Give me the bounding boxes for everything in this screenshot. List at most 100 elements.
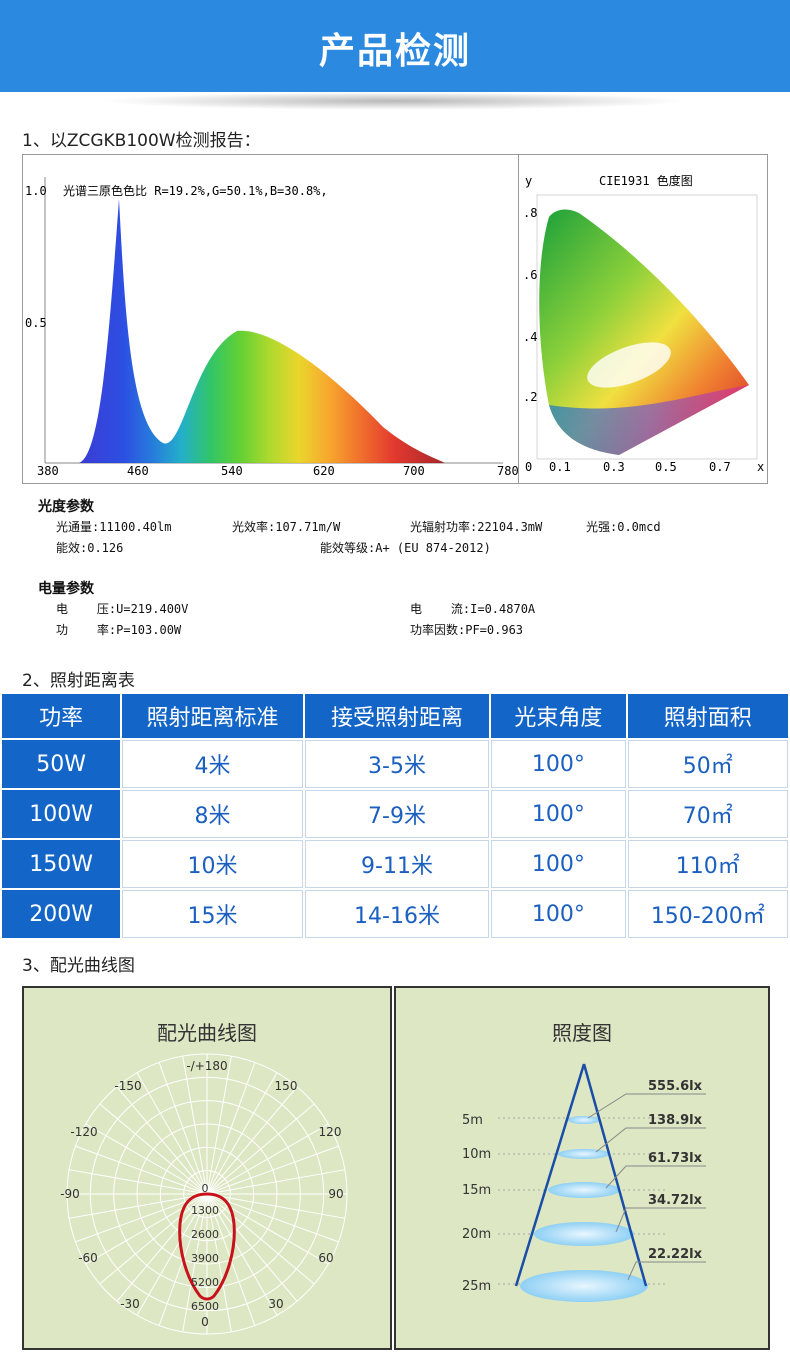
polar-grid [66,1053,348,1335]
angle-label: -60 [78,1251,98,1265]
row-standard-distance: 4米 [122,740,303,788]
section-3-title: 3、配光曲线图 [22,956,135,976]
cie-locus [539,209,749,455]
distance-label: 20m [462,1227,491,1242]
beam-disc [520,1270,648,1302]
photometric-heading: 光度参数 [38,499,94,515]
luminous-intensity: 光强:0.0mcd [586,520,661,534]
beam-disc [534,1222,634,1246]
luminous-efficacy: 光效率:107.71m/W [232,520,341,534]
radiant-power: 光辐射功率:22104.3mW [410,520,543,534]
cie-title: CIE1931 色度图 [599,173,693,188]
illuminance-value: 138.9lx [648,1113,703,1128]
cie-y-tick-3: .4 [523,330,537,344]
illuminance-value: 22.22lx [648,1247,703,1262]
beam-disc [548,1182,620,1198]
polar-svg: 配光曲线图 -/+180 -150 150 -120 120 -90 90 -6… [60,1021,348,1335]
polar-panel: 配光曲线图 -/+180 -150 150 -120 120 -90 90 -6… [22,986,392,1350]
radial-label: 6500 [191,1300,219,1313]
angle-label: -30 [120,1297,140,1311]
polar-spoke [69,1193,208,1219]
polar-spoke [136,1193,208,1316]
row-beam-angle: 100° [491,840,626,888]
section-2-title: 2、照射距离表 [22,671,135,691]
polar-spoke [206,1193,298,1302]
section-1-title: 1、以ZCGKB100W检测报告： [22,131,261,151]
page-title: 产品检测 [318,31,471,72]
polar-spoke [75,1145,208,1195]
polar-spoke [182,1193,208,1332]
angle-label: 60 [318,1251,333,1265]
efficiency-grade: 能效等级:A+ (EU 874-2012) [320,541,491,555]
polar-spoke [158,1062,208,1195]
row-accepted-distance: 7-9米 [304,790,490,838]
cie-x-tick-1: 0.1 [549,460,571,474]
illuminance-value: 34.72lx [648,1193,703,1208]
polar-title: 配光曲线图 [157,1021,257,1045]
polar-spoke [206,1145,339,1195]
distance-label: 10m [462,1147,491,1162]
cie-y-tick-4: .2 [523,390,537,404]
polar-spoke [206,1062,256,1195]
header-standard-distance: 照射距离标准 [122,694,303,738]
beam-edge-left [514,1063,586,1287]
header-banner: 产品检测 [0,0,790,92]
polar-spoke [206,1056,232,1195]
polar-spoke [206,1072,278,1195]
polar-spoke [206,1193,278,1316]
radial-label: 1300 [191,1204,219,1217]
spectrum-x-tick-6: 780 [497,464,519,478]
radial-label: 2600 [191,1228,219,1241]
polar-spoke [206,1193,345,1219]
polar-spoke [136,1072,208,1195]
cie-svg: CIE1931 色度图 y x .8 .6 .4 .2 0 0.1 0.3 0.… [523,173,764,474]
row-standard-distance: 10米 [122,840,303,888]
row-area: 150-200㎡ [627,890,788,938]
illuminance-value: 555.6lx [648,1079,703,1094]
spectrum-caption: 光谱三原色色比 R=19.2%,G=50.1%,B=30.8%, [63,184,328,198]
row-area: 110㎡ [627,840,788,888]
spectrum-svg: 1.0 0.5 380 460 540 620 700 780 光谱三原色色比 … [25,177,519,478]
table-row: 100W 8米 7-9米 100° 70㎡ [2,790,788,838]
cie-planckian [587,342,671,388]
row-area: 70㎡ [627,790,788,838]
polar-spoke [206,1193,232,1332]
cie-x-label: x [757,460,764,474]
angle-label: -150 [114,1079,141,1093]
spectrum-x-tick-3: 540 [221,464,243,478]
row-standard-distance: 15米 [122,890,303,938]
header-accepted-distance: 接受照射距离 [304,694,490,738]
polar-spoke [69,1169,208,1195]
table-row: 200W 15米 14-16米 100° 150-200㎡ [2,890,788,938]
table-header-row: 功率 照射距离标准 接受照射距离 光束角度 照射面积 [2,694,788,738]
spectrum-curve [79,199,445,463]
spectrum-y-tick-2: 0.5 [25,316,47,330]
radial-label: 0 [202,1182,209,1195]
polar-spoke [99,1103,208,1195]
cie-x-tick-4: 0.7 [709,460,731,474]
row-standard-distance: 8米 [122,790,303,838]
row-beam-angle: 100° [491,790,626,838]
voltage: 电 压:U=219.400V [56,602,189,616]
row-beam-angle: 100° [491,740,626,788]
polar-spoke [116,1193,208,1302]
beam-edge-right [582,1063,648,1287]
spectrum-x-tick-4: 620 [313,464,335,478]
row-beam-angle: 100° [491,890,626,938]
row-power: 50W [2,740,121,788]
spectrum-y-tick-1: 1.0 [25,184,47,198]
table-row: 50W 4米 3-5米 100° 50㎡ [2,740,788,788]
angle-label: 0 [201,1315,209,1329]
energy-efficiency: 能效:0.126 [56,541,124,555]
polar-spoke [206,1193,315,1285]
radial-label: 5200 [191,1276,219,1289]
cie-x-tick-2: 0.3 [603,460,625,474]
illuminance-svg: 照度图 5m 10m 15m 20m 25m 555.6lx 138.9lx 6… [462,1021,706,1302]
angle-label: 90 [328,1187,343,1201]
header-power: 功率 [2,694,121,738]
cie-y-tick-1: .8 [523,206,537,220]
cie-frame [536,194,758,460]
angle-label: 30 [268,1297,283,1311]
polar-spoke [182,1056,208,1195]
polar-spoke [206,1103,315,1195]
